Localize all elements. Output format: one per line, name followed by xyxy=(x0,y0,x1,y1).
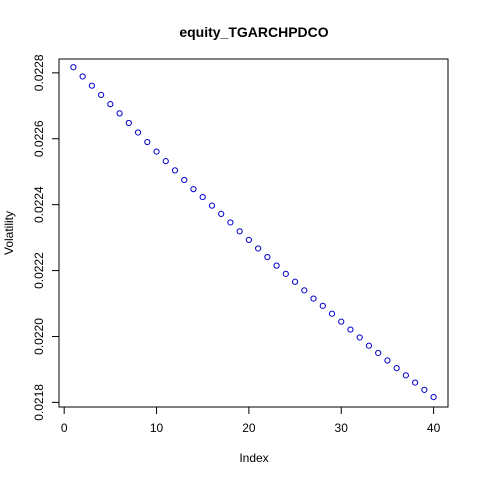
data-point xyxy=(301,287,308,294)
y-tick-label: 0.0226 xyxy=(32,120,46,157)
chart-title: equity_TGARCHPDCO xyxy=(179,24,328,40)
data-point xyxy=(347,326,354,333)
data-point xyxy=(282,270,289,277)
data-point xyxy=(125,119,132,127)
data-point xyxy=(328,310,336,317)
data-point xyxy=(264,253,271,261)
data-point xyxy=(116,110,123,117)
x-tick-label: 10 xyxy=(150,421,164,435)
data-point xyxy=(393,365,400,372)
y-tick-label: 0.0222 xyxy=(32,252,46,289)
data-point xyxy=(134,129,142,136)
data-point xyxy=(245,236,252,244)
y-tick-label: 0.0228 xyxy=(32,54,46,91)
y-axis: 0.0218 0.0220 0.0222 0.0224 0.0226 0.0228 xyxy=(32,54,60,421)
data-point xyxy=(98,91,105,99)
data-point xyxy=(310,295,317,302)
data-point xyxy=(79,73,86,80)
x-axis-label: Index xyxy=(239,451,268,465)
data-point xyxy=(421,386,428,393)
data-point xyxy=(291,278,299,285)
data-point xyxy=(402,372,409,379)
data-point xyxy=(208,202,216,209)
data-point xyxy=(356,334,363,341)
data-point xyxy=(153,148,160,155)
x-axis: 0 10 20 30 40 xyxy=(61,406,441,435)
data-point xyxy=(181,176,188,184)
x-tick-label: 30 xyxy=(335,421,349,435)
y-tick-label: 0.0218 xyxy=(32,384,46,421)
data-point xyxy=(255,245,262,252)
data-point xyxy=(430,394,437,401)
data-point xyxy=(375,349,382,357)
y-axis-label: Volatility xyxy=(2,211,16,255)
data-point xyxy=(190,186,197,193)
data-point xyxy=(338,318,345,325)
x-tick-label: 20 xyxy=(242,421,256,435)
data-point xyxy=(384,357,391,364)
data-point xyxy=(273,262,280,269)
data-point xyxy=(199,193,206,201)
data-point xyxy=(70,64,77,71)
x-tick-label: 40 xyxy=(427,421,441,435)
y-tick-label: 0.0220 xyxy=(32,318,46,355)
data-point xyxy=(218,210,225,217)
data-point xyxy=(171,167,179,174)
data-point xyxy=(227,219,234,226)
x-tick-label: 0 xyxy=(61,421,68,435)
data-point xyxy=(88,82,95,89)
data-point xyxy=(319,302,326,309)
data-point xyxy=(236,228,243,235)
data-point xyxy=(162,158,169,165)
data-point xyxy=(144,138,151,146)
y-tick-label: 0.0224 xyxy=(32,186,46,223)
data-points xyxy=(70,64,437,401)
data-point xyxy=(107,101,114,108)
data-point xyxy=(365,342,373,349)
data-point xyxy=(412,379,419,386)
